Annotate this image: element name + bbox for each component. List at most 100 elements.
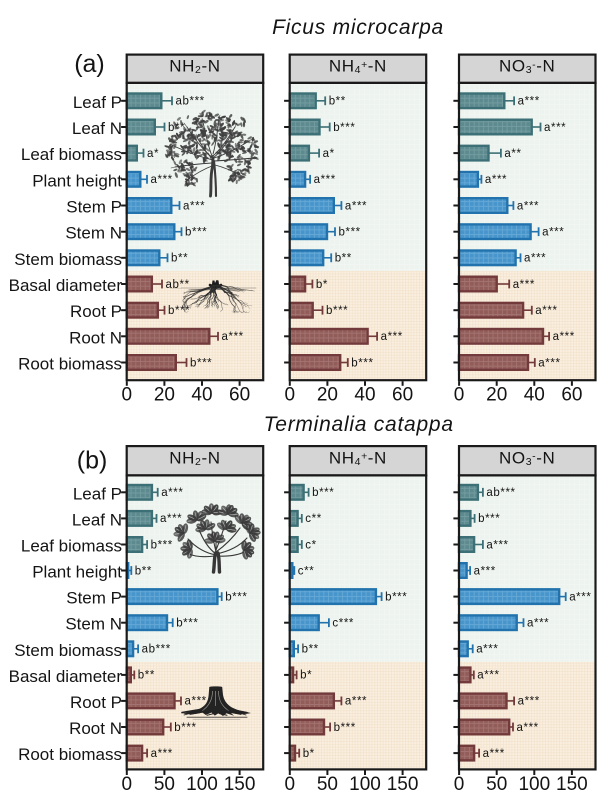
- svg-text:Stem P: Stem P: [66, 589, 122, 608]
- svg-text:Stem biomass: Stem biomass: [14, 250, 122, 269]
- svg-text:a*: a*: [323, 148, 335, 160]
- svg-text:b**: b**: [329, 96, 346, 108]
- svg-text:Plant height: Plant height: [32, 563, 122, 582]
- svg-text:60: 60: [229, 384, 250, 405]
- svg-text:Root biomass: Root biomass: [18, 745, 122, 764]
- svg-text:Root P: Root P: [70, 302, 122, 321]
- svg-text:b**: b**: [135, 565, 152, 577]
- svg-text:40: 40: [354, 384, 375, 405]
- svg-text:c*: c*: [305, 539, 316, 551]
- svg-text:a**: a**: [504, 148, 521, 160]
- svg-text:20: 20: [317, 384, 338, 405]
- svg-text:0: 0: [454, 774, 465, 795]
- svg-text:a***: a***: [183, 200, 205, 212]
- svg-text:b***: b***: [174, 722, 196, 734]
- svg-text:50: 50: [154, 774, 175, 795]
- svg-text:Stem P: Stem P: [66, 198, 122, 217]
- svg-text:0: 0: [122, 774, 133, 795]
- svg-text:0: 0: [454, 384, 465, 405]
- svg-text:a***: a***: [486, 539, 508, 551]
- svg-text:Stem N: Stem N: [65, 224, 122, 243]
- svg-text:a***: a***: [524, 253, 546, 265]
- svg-text:40: 40: [191, 384, 212, 405]
- svg-text:a***: a***: [553, 331, 575, 343]
- svg-text:b***: b***: [339, 227, 361, 239]
- svg-text:150: 150: [556, 774, 588, 795]
- svg-text:a***: a***: [151, 748, 173, 760]
- svg-text:Leaf biomass: Leaf biomass: [21, 537, 122, 556]
- svg-text:(b): (b): [77, 447, 108, 475]
- svg-text:0: 0: [285, 774, 296, 795]
- svg-text:a***: a***: [569, 591, 591, 603]
- svg-text:b***: b***: [333, 122, 355, 134]
- svg-text:100: 100: [349, 774, 381, 795]
- svg-text:b***: b***: [326, 305, 348, 317]
- svg-text:0: 0: [285, 384, 296, 405]
- svg-text:b**: b**: [171, 253, 188, 265]
- svg-text:NH2-N: NH2-N: [169, 448, 220, 468]
- svg-text:a***: a***: [345, 696, 367, 708]
- svg-text:a***: a***: [535, 305, 557, 317]
- svg-text:b***: b***: [351, 357, 373, 369]
- svg-text:Stem N: Stem N: [65, 615, 122, 634]
- svg-text:b*: b*: [316, 279, 328, 291]
- svg-text:b***: b***: [225, 591, 247, 603]
- svg-text:ab***: ab***: [176, 96, 205, 108]
- svg-text:a***: a***: [517, 200, 539, 212]
- svg-text:a***: a***: [518, 696, 540, 708]
- svg-text:Leaf N: Leaf N: [72, 510, 122, 529]
- svg-text:b***: b***: [334, 722, 356, 734]
- svg-text:b**: b**: [302, 644, 319, 656]
- svg-text:a***: a***: [381, 331, 403, 343]
- svg-text:a***: a***: [345, 200, 367, 212]
- svg-text:b***: b***: [168, 305, 190, 317]
- svg-text:a***: a***: [474, 565, 496, 577]
- svg-text:b**: b**: [138, 670, 155, 682]
- svg-text:a***: a***: [527, 618, 549, 630]
- svg-text:Leaf P: Leaf P: [73, 484, 122, 503]
- svg-text:100: 100: [186, 774, 218, 795]
- svg-text:b***: b***: [176, 618, 198, 630]
- svg-text:a***: a***: [518, 96, 540, 108]
- svg-text:Ficus microcarpa: Ficus microcarpa: [272, 16, 444, 39]
- svg-text:b***: b***: [312, 487, 334, 499]
- svg-text:a***: a***: [151, 174, 173, 186]
- svg-text:b**: b**: [168, 122, 185, 134]
- svg-text:a***: a***: [485, 174, 507, 186]
- svg-text:b*: b*: [303, 748, 315, 760]
- svg-text:150: 150: [387, 774, 419, 795]
- svg-text:a***: a***: [160, 513, 182, 525]
- svg-text:40: 40: [524, 384, 545, 405]
- svg-text:Root biomass: Root biomass: [18, 355, 122, 374]
- svg-text:Leaf P: Leaf P: [73, 93, 122, 112]
- svg-text:a***: a***: [538, 357, 560, 369]
- svg-text:Leaf biomass: Leaf biomass: [21, 145, 122, 164]
- svg-text:a***: a***: [161, 487, 183, 499]
- svg-text:b***: b***: [190, 357, 212, 369]
- svg-text:ab***: ab***: [142, 644, 171, 656]
- svg-text:Root N: Root N: [69, 328, 122, 347]
- svg-text:Terminalia catappa: Terminalia catappa: [264, 413, 454, 436]
- svg-text:b***: b***: [385, 591, 407, 603]
- svg-text:a***: a***: [542, 227, 564, 239]
- svg-text:a***: a***: [517, 722, 539, 734]
- svg-text:50: 50: [317, 774, 338, 795]
- svg-text:b***: b***: [185, 227, 207, 239]
- svg-text:b**: b**: [335, 253, 352, 265]
- svg-text:20: 20: [154, 384, 175, 405]
- svg-text:a***: a***: [483, 748, 505, 760]
- svg-text:a***: a***: [477, 670, 499, 682]
- svg-text:Root N: Root N: [69, 719, 122, 738]
- svg-text:a*: a*: [147, 148, 159, 160]
- svg-text:60: 60: [392, 384, 413, 405]
- svg-text:Stem biomass: Stem biomass: [14, 641, 122, 660]
- svg-text:a***: a***: [314, 174, 336, 186]
- svg-text:a***: a***: [185, 696, 207, 708]
- svg-text:Plant height: Plant height: [32, 171, 122, 190]
- svg-text:100: 100: [518, 774, 550, 795]
- svg-text:a***: a***: [476, 644, 498, 656]
- svg-text:60: 60: [561, 384, 582, 405]
- svg-text:20: 20: [486, 384, 507, 405]
- svg-text:Basal diameter: Basal diameter: [9, 276, 123, 295]
- svg-text:0: 0: [122, 384, 133, 405]
